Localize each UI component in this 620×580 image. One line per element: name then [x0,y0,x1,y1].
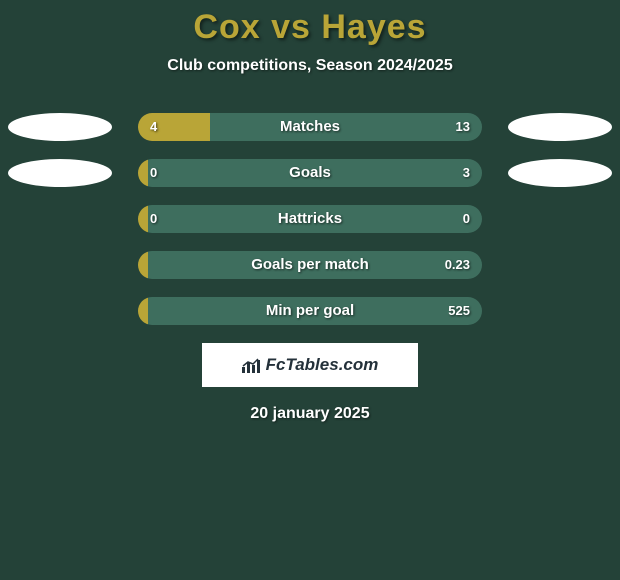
stat-row: 03Goals [0,159,620,187]
logo-text: FcTables.com [266,355,379,375]
player-right-placeholder [508,113,612,141]
stat-bar: 525Min per goal [138,297,482,325]
subtitle: Club competitions, Season 2024/2025 [0,57,620,75]
bar-right-fill [210,113,482,141]
chart-icon [242,357,262,373]
player-left-placeholder [8,113,112,141]
stat-bar: 413Matches [138,113,482,141]
comparison-infographic: Cox vs Hayes Club competitions, Season 2… [0,0,620,423]
logo: FcTables.com [242,355,379,375]
stat-row: 413Matches [0,113,620,141]
bar-left-fill [138,251,148,279]
stat-row: 525Min per goal [0,297,620,325]
bar-left-fill [138,297,148,325]
bar-right-fill [148,297,482,325]
bar-left-fill [138,159,148,187]
stat-row: 0.23Goals per match [0,251,620,279]
stat-rows: 413Matches 03Goals 00Hattricks 0.23Goals pe… [0,113,620,325]
bar-right-fill [148,205,482,233]
bar-right-fill [148,159,482,187]
bar-left-fill [138,113,210,141]
bar-left-fill [138,205,148,233]
player-right-placeholder [508,159,612,187]
player-left-placeholder [8,159,112,187]
stat-bar: 00Hattricks [138,205,482,233]
stat-bar: 0.23Goals per match [138,251,482,279]
date-text: 20 january 2025 [0,405,620,423]
page-title: Cox vs Hayes [0,8,620,47]
bar-right-fill [148,251,482,279]
stat-bar: 03Goals [138,159,482,187]
stat-row: 00Hattricks [0,205,620,233]
logo-box: FcTables.com [202,343,418,387]
